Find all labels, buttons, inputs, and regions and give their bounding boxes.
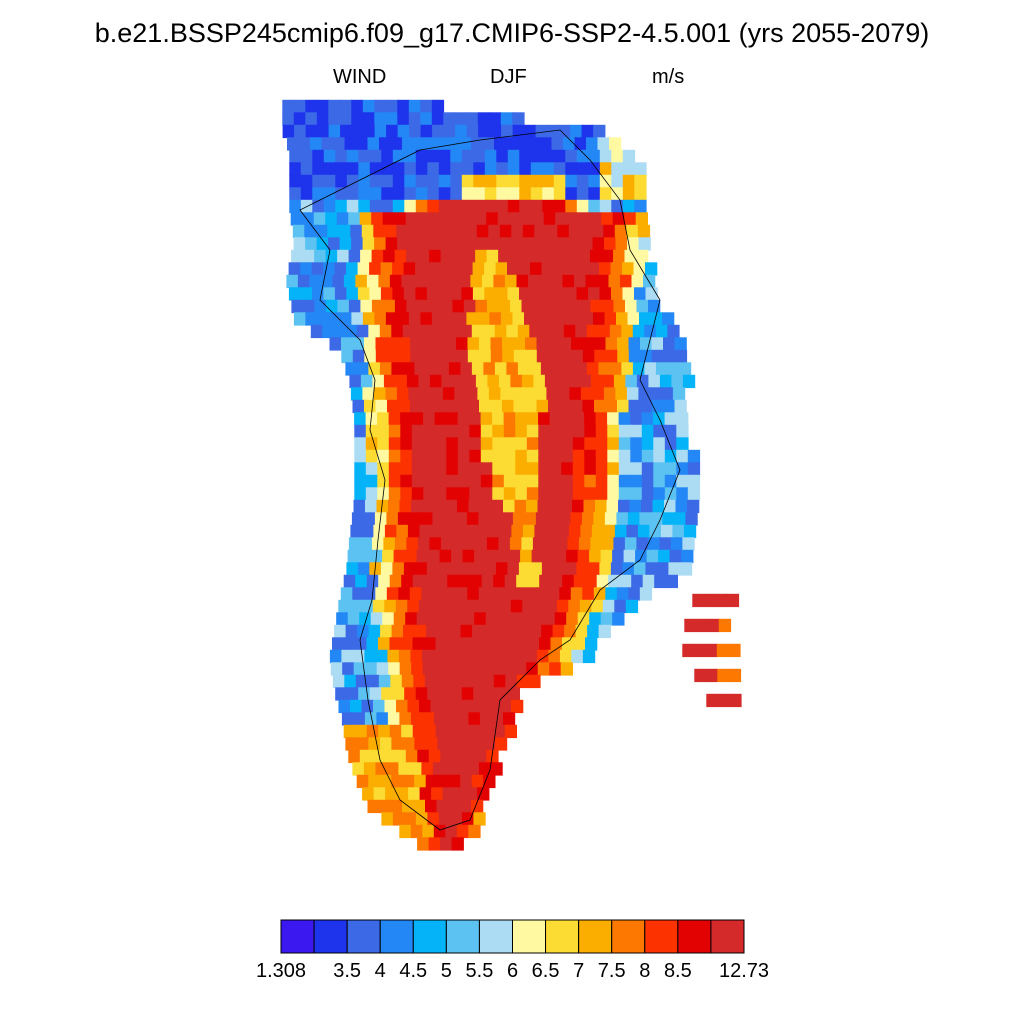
colorbar-box (644, 919, 679, 954)
coastline (299, 129, 681, 831)
colorbar-box (280, 919, 315, 954)
colorbar-box (478, 919, 513, 954)
colorbar-box (512, 919, 547, 954)
colorbar-box (346, 919, 381, 954)
colorbar-tick-label: 8.5 (663, 960, 692, 982)
colorbar-box (412, 919, 447, 954)
season-label: DJF (490, 66, 527, 88)
plot-title: b.e21.BSSP245cmip6.f09_g17.CMIP6-SSP2-4.… (94, 18, 930, 48)
colorbar-tick-label: 5 (440, 960, 452, 982)
colorbar-tick-label: 1.308 (255, 960, 307, 982)
colorbar-tick-label: 7.5 (597, 960, 626, 982)
colorbar-tick-label: 3.5 (333, 960, 362, 982)
colorbar-tick-label: 6 (506, 960, 519, 982)
colorbar-tick-label: 12.73 (718, 960, 770, 982)
variable-label: WIND (333, 66, 387, 88)
wind-speed-map (282, 99, 742, 851)
colorbar-box (578, 919, 613, 954)
colorbar-box (313, 919, 348, 954)
colorbar-tick-label: 7 (573, 960, 585, 982)
colorbar-box (611, 919, 646, 954)
colorbar-tick-label: 4 (374, 960, 386, 982)
colorbar-box (545, 919, 580, 954)
colorbar-box (677, 919, 712, 954)
colorbar-tick-label: 6.5 (531, 960, 560, 982)
colorbar-box (445, 919, 480, 954)
colorbar-tick-label: 8 (639, 960, 651, 982)
colorbar-box (379, 919, 414, 954)
colorbar-tick-label: 5.5 (465, 960, 494, 982)
units-label: m/s (652, 66, 685, 88)
colorbar-box (710, 919, 745, 954)
colorbar-tick-label: 4.5 (399, 960, 428, 982)
